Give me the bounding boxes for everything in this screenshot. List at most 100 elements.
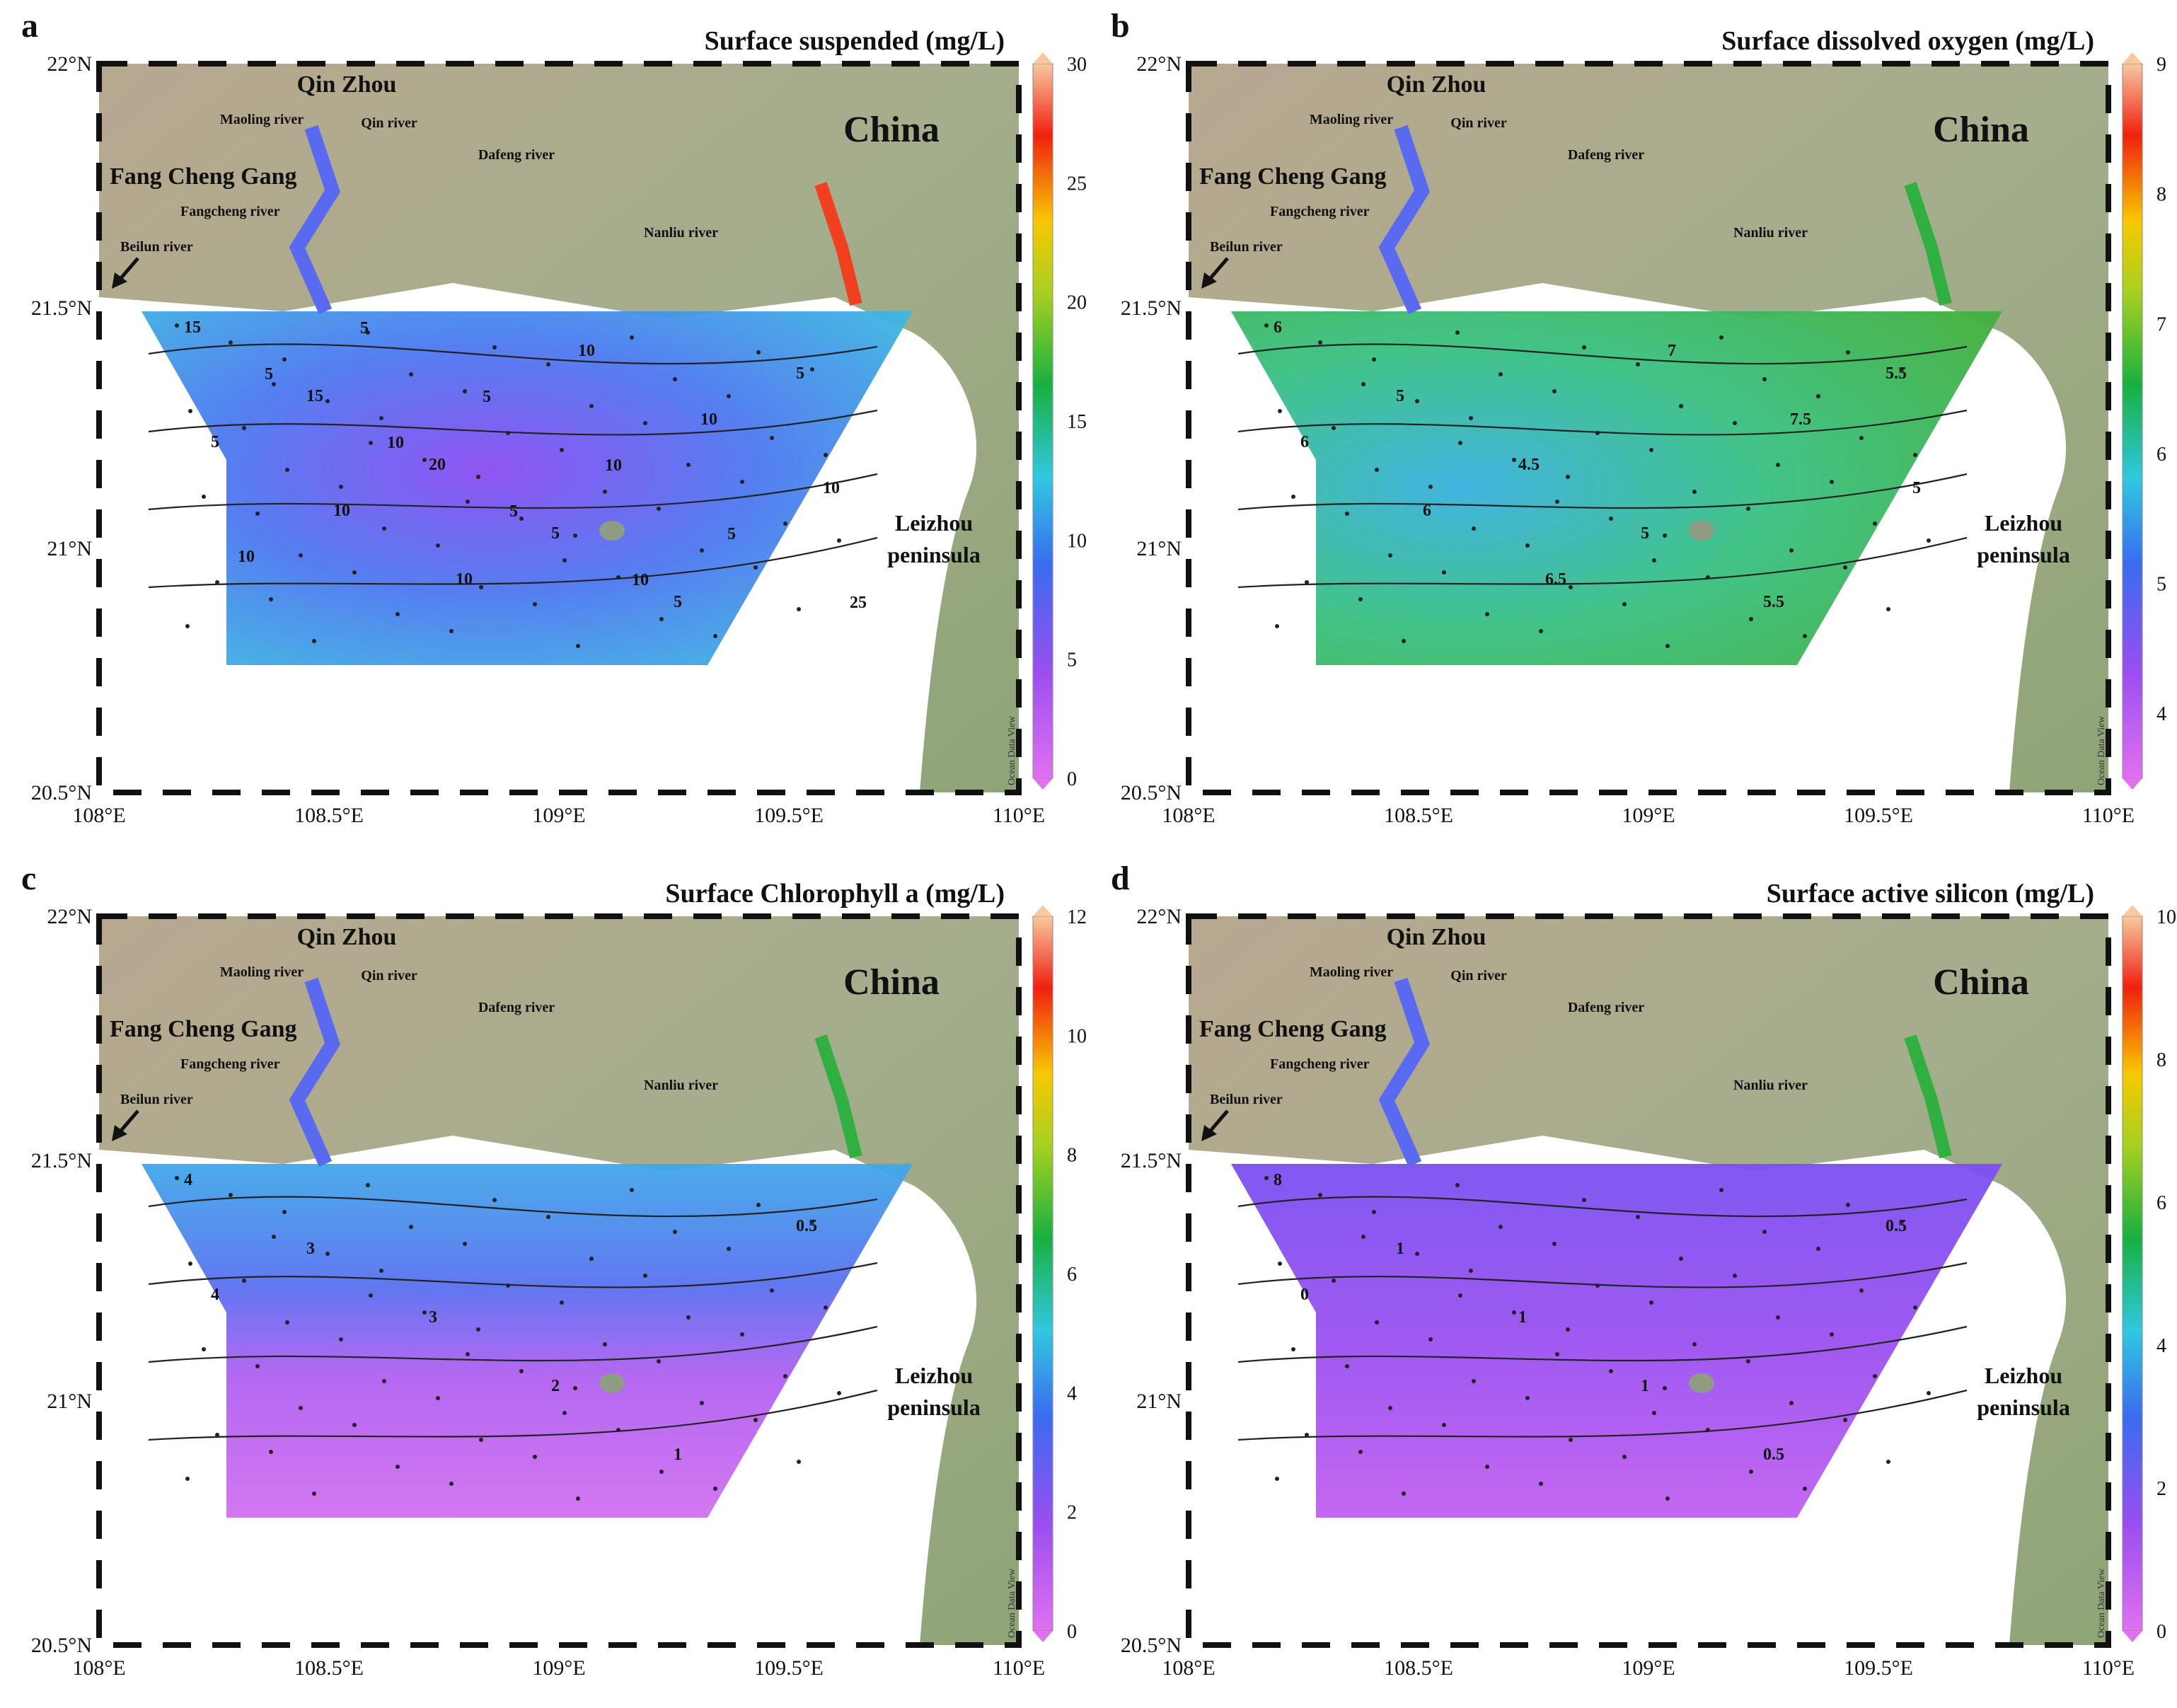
sample-station [727,1247,731,1251]
colorbar-tick-label: 0 [2156,1621,2166,1643]
y-tick-label: 21.5°N [31,1149,92,1172]
sample-station [255,1364,260,1368]
colorbar-tick-label: 10 [1067,1025,1087,1047]
sample-station [312,639,316,643]
sample-station [1512,458,1516,462]
sample-station [1455,330,1460,335]
sample-station [797,607,801,611]
sample-station [1469,1269,1473,1273]
colorbar [1032,63,1053,779]
panel-letter: d [1111,860,1130,897]
sample-station [366,330,370,335]
beilun-arrowhead-icon [1201,1125,1217,1141]
contour-line [1237,1325,1968,1363]
east-estuary [1904,1034,1952,1159]
colorbar-tick-label: 12 [1067,906,1087,928]
sample-station [466,500,470,504]
contour-line [148,536,878,589]
sample-station [1830,480,1834,484]
colorbar-tick-label: 2 [2156,1478,2166,1500]
sample-station [449,629,454,633]
sample-station [1278,409,1282,413]
sample-station [519,1369,524,1373]
label-nanliu-river: Nanliu river [644,225,718,241]
contour-line [148,409,878,436]
sample-station [546,362,550,367]
contour-line [1237,1389,1968,1441]
colorbar-bottom-cap [2123,1631,2142,1642]
colorbar-tick-label: 7 [2156,313,2166,335]
sample-station [713,634,717,638]
sample-station [533,1455,537,1459]
colorbar-tick-label: 15 [1067,411,1087,433]
contour-label: 10 [632,571,649,589]
sample-station [700,1401,704,1405]
label-qin-zhou: Qin Zhou [297,924,397,950]
panel-title: Surface suspended (mg/L) [705,26,1005,56]
x-tick-label: 108.5°E [294,1656,364,1680]
y-tick-label: 21°N [1136,537,1182,560]
sample-station [824,453,828,457]
sample-station [1485,1465,1489,1469]
beilun-arrowhead-icon [112,1125,127,1141]
colorbar-tick-label: 2 [1067,1502,1077,1524]
contour-label: 5.5 [1763,593,1784,611]
label-qin-river: Qin river [1450,115,1507,131]
sample-station [1582,1198,1586,1202]
contour-label: 0 [1300,1286,1309,1304]
watermark-ocean-data-view: Ocean Data View [1007,1568,1017,1638]
colorbar [2122,916,2143,1632]
x-tick-label: 110°E [993,804,1045,827]
sample-station [673,377,677,381]
label-fangcheng-river: Fangcheng river [180,1056,280,1072]
sample-station [1264,1176,1269,1180]
sample-station [1345,1364,1349,1368]
label-fangcheng-river: Fangcheng river [1270,204,1370,219]
x-tick-label: 109°E [1622,804,1675,827]
sample-station [576,644,580,648]
contour-line [1237,1196,1968,1218]
colorbar-tick-label: 20 [1067,292,1087,314]
map-frame [96,61,1022,795]
sample-station [1375,468,1379,472]
sample-station [1472,526,1476,531]
contour-label: 10 [387,434,404,452]
sample-station [533,602,537,606]
sea-field-oxygen [1231,311,2002,665]
x-tick-label: 109°E [532,1656,585,1680]
contour-label: 6 [1300,433,1309,451]
sample-station [1913,1305,1917,1310]
contour-label: 0.5 [796,1217,817,1235]
sample-station [616,575,620,579]
sample-station [1318,1193,1322,1197]
sample-station [1332,1279,1336,1283]
colorbar-bottom-cap [2123,778,2142,790]
sample-station [1388,1406,1392,1410]
sample-station [269,597,273,601]
colorbar-tick-label: 4 [1067,1383,1077,1404]
sample-station [339,485,343,489]
sample-station [1415,1252,1419,1256]
contour-label: 1 [674,1446,682,1464]
contour-label: 5 [727,525,736,543]
sample-station [1622,602,1627,606]
sample-station [1719,1188,1723,1192]
x-tick-label: 108°E [72,1656,125,1680]
sample-station [686,1315,691,1320]
contour-line [1237,536,1968,589]
land-area [1189,64,2108,792]
contour-label: 5 [360,319,369,337]
x-tick-label: 108.5°E [1384,1656,1453,1680]
sample-station [1649,448,1653,452]
label-china: China [1933,962,2029,1003]
colorbar-top-cap [1033,905,1053,916]
sample-station [188,409,192,413]
sample-station [1442,1423,1446,1427]
sample-station [299,1406,303,1410]
sample-station [1789,548,1794,553]
sample-station [1582,345,1586,350]
sample-station [659,1470,664,1474]
map-panel-d: 8 1 1 1 0.5 0.5 0 d Surface active silicon (mg/L… [1111,860,2176,1680]
sample-station [463,1242,467,1246]
label-china: China [843,110,940,150]
